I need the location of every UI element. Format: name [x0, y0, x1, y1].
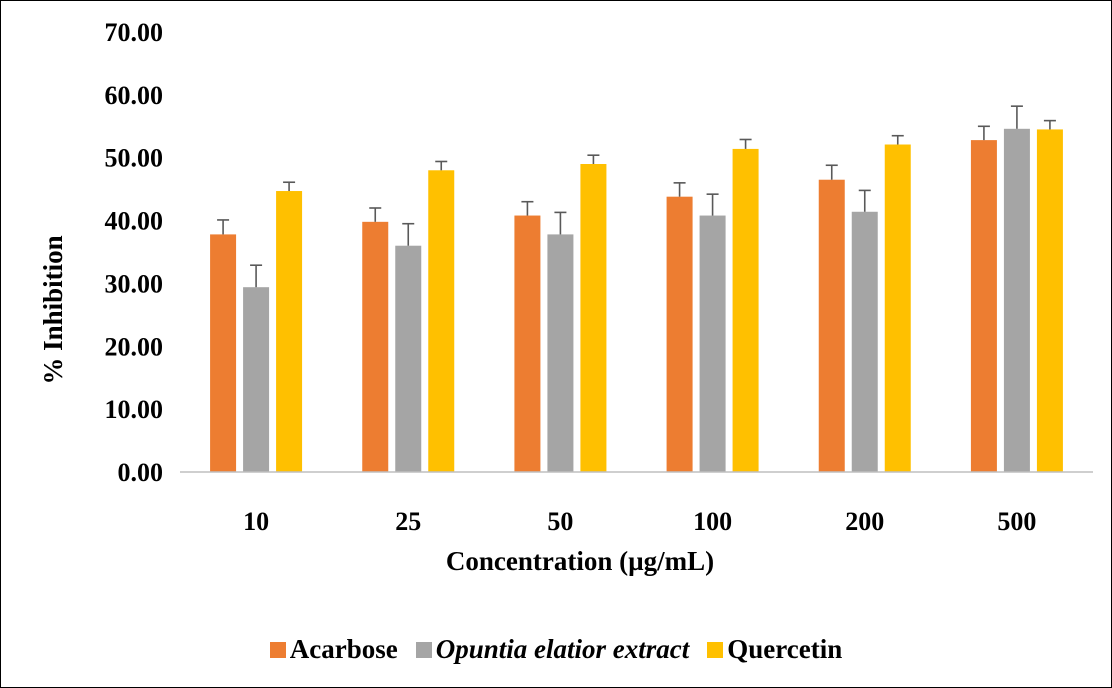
x-tick-label: 25: [395, 507, 421, 536]
bar: [732, 148, 759, 472]
bar: [1003, 128, 1030, 473]
y-tick-label: 0.00: [118, 458, 164, 487]
bar: [547, 234, 574, 472]
y-tick-label: 50.00: [105, 144, 164, 173]
bar: [210, 234, 237, 472]
legend-item-opuntia: Opuntia elatior extract: [415, 634, 690, 665]
bar: [395, 245, 422, 472]
y-tick-label: 40.00: [105, 207, 164, 236]
x-axis-title: Concentration (µg/mL): [446, 546, 714, 576]
x-tick-label: 500: [997, 507, 1036, 536]
bar: [243, 287, 270, 472]
bar: [851, 211, 878, 472]
y-tick-label: 70.00: [105, 18, 164, 47]
bar: [970, 140, 997, 472]
bar: [818, 179, 845, 472]
y-tick-label: 30.00: [105, 269, 164, 298]
y-tick-label: 60.00: [105, 81, 164, 110]
y-axis-title: % Inhibition: [38, 235, 68, 384]
legend-swatch-acarbose: [269, 641, 286, 658]
x-tick-label: 100: [693, 507, 732, 536]
legend-label-acarbose: Acarbose: [289, 634, 398, 664]
x-axis-ticks: 10 25 50 100 200 500: [243, 507, 1036, 536]
y-axis-ticks: 0.00 10.00 20.00 30.00 40.00 50.00 60.00 70.00: [105, 18, 164, 487]
bar: [362, 221, 389, 472]
x-tick-label: 50: [547, 507, 573, 536]
bar: [699, 215, 726, 473]
bars-group: [210, 128, 1063, 473]
error-bars-group: [217, 105, 1056, 288]
bar: [884, 144, 911, 472]
legend-swatch-opuntia: [415, 641, 432, 658]
bar: [580, 164, 607, 472]
legend-label-quercetin: Quercetin: [727, 634, 843, 664]
y-tick-label: 20.00: [105, 332, 164, 361]
legend: Acarbose Opuntia elatior extract Quercet…: [0, 634, 1112, 665]
legend-item-acarbose: Acarbose: [269, 634, 398, 665]
bar: [1036, 129, 1063, 472]
x-tick-label: 200: [845, 507, 884, 536]
legend-label-opuntia: Opuntia elatior extract: [435, 634, 690, 664]
y-tick-label: 10.00: [105, 395, 164, 424]
bar: [666, 196, 693, 472]
bar: [428, 170, 455, 473]
legend-swatch-quercetin: [707, 641, 724, 658]
legend-item-quercetin: Quercetin: [707, 634, 842, 665]
x-tick-label: 10: [243, 507, 269, 536]
bar: [276, 191, 303, 472]
bar: [514, 215, 541, 473]
